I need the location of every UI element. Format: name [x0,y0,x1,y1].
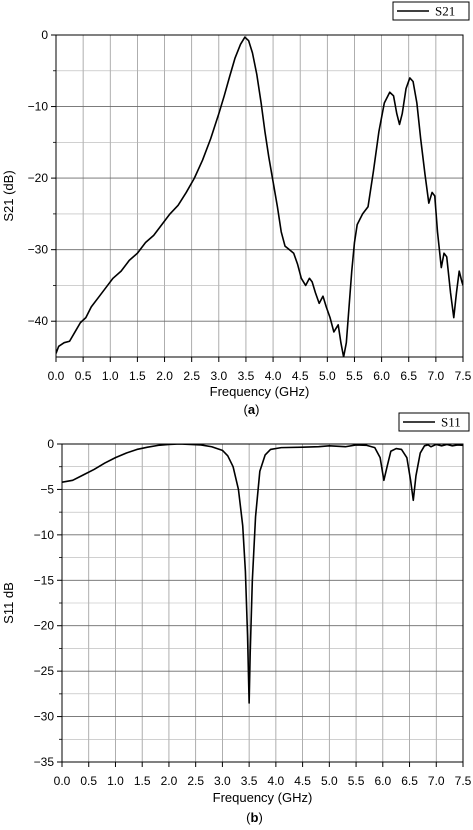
y-tick-label: −35 [34,755,55,769]
y-tick-label: −15 [34,573,55,587]
x-tick-label: 6.5 [400,369,417,383]
y-axis-label: S11 dB [1,582,16,624]
x-tick-label: 3.0 [210,369,227,383]
y-tick-label: −30 [28,243,49,257]
x-tick-label: 4.0 [265,369,282,383]
y-tick-label: −20 [28,171,49,185]
caption-close: ) [258,810,262,825]
legend: S11 [398,412,470,432]
x-tick-label: 5.5 [348,774,365,788]
x-tick-label: 6.0 [374,774,391,788]
x-tick-label: 7.5 [455,369,472,383]
x-tick-label: 7.0 [428,774,445,788]
panel-caption: (b) [246,810,263,825]
x-tick-label: 4.0 [268,774,285,788]
x-tick-label: 3.5 [241,774,258,788]
legend-label: S21 [435,4,455,19]
y-tick-label: 0 [47,437,54,451]
x-tick-label: 2.5 [183,369,200,383]
caption-open: ( [246,810,251,825]
x-tick-label: 1.0 [102,369,119,383]
y-tick-label: −25 [34,664,55,678]
x-tick-label: 4.5 [294,774,311,788]
y-tick-label: −10 [28,100,49,114]
x-tick-label: 5.0 [319,369,336,383]
x-tick-label: 5.0 [321,774,338,788]
x-tick-label: 3.5 [238,369,255,383]
legend-box [392,1,470,21]
x-tick-label: 5.5 [346,369,363,383]
legend: S21 [392,1,470,21]
x-axis-label: Frequency (GHz) [210,384,310,399]
chart-panel-b: 0 −5 −10 −15 −20 −25 −30 −35 0.0 0.5 1.0 1.5 2.0 2.5 3… [1,412,472,825]
x-tick-label: 6.0 [373,369,390,383]
x-tick-label: 4.5 [292,369,309,383]
x-tick-label: 1.0 [107,774,124,788]
x-tick-label: 7.0 [428,369,445,383]
x-tick-label: 0.0 [54,774,71,788]
series-line-s21 [56,36,463,357]
y-tick-label: −10 [34,528,55,542]
x-axis-label: Frequency (GHz) [213,790,313,805]
x-tick-label: 3.0 [214,774,231,788]
y-tick-label: −40 [28,314,49,328]
legend-label: S11 [441,415,461,430]
caption-close: ) [255,402,259,417]
caption-open: ( [244,402,249,417]
caption-letter: a [248,402,256,417]
x-tick-label: 1.5 [129,369,146,383]
x-tick-label: 7.5 [455,774,472,788]
panel-caption: (a) [244,402,260,417]
y-tick-label: 0 [41,28,48,42]
x-tick-label: 0.0 [48,369,65,383]
chart-panel-a: 0 −10 −20 −30 −40 0.0 0.5 1.0 1.5 2.0 2.5 3.0 3.5 4.0… [1,1,472,417]
x-tick-label: 2.0 [161,774,178,788]
plot-frame [55,34,464,358]
x-tick-label: 0.5 [75,369,92,383]
y-axis-label: S21 (dB) [1,170,16,221]
caption-letter: b [251,810,259,825]
x-tick-label: 2.5 [187,774,204,788]
x-tick-label: 2.0 [156,369,173,383]
y-tick-label: −20 [34,619,55,633]
x-tick-label: 1.5 [134,774,151,788]
x-tick-label: 0.5 [80,774,97,788]
series-line-s11 [62,444,463,704]
x-tick-label: 6.5 [401,774,418,788]
y-tick-label: −5 [40,482,54,496]
y-tick-label: −30 [34,710,55,724]
